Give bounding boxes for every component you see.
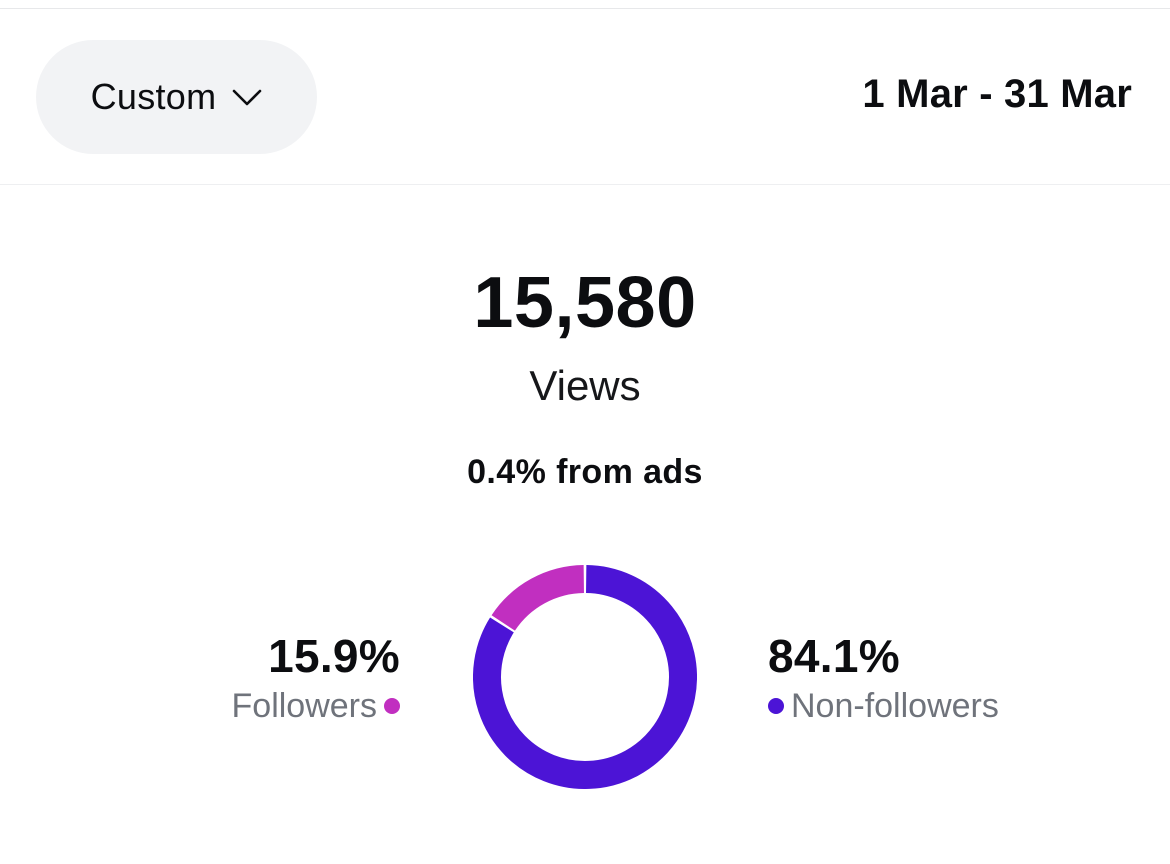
non-followers-color-dot [768,698,784,714]
date-range-dropdown-label: Custom [90,76,217,117]
date-range-dropdown[interactable]: Custom [36,40,317,154]
donut-slice-non-followers [473,565,697,789]
views-label: Views [529,362,641,409]
top-divider [0,8,1170,9]
chevron-down-icon [233,89,262,106]
non-followers-legend: 84.1% Non-followers [768,628,999,726]
ads-share-text: 0.4% from ads [467,453,703,491]
non-followers-label: Non-followers [791,687,999,725]
date-range-text: 1 Mar - 31 Mar [862,72,1132,116]
followers-percent: 15.9% [268,630,400,682]
total-views-value: 15,580 [473,263,697,343]
header-divider [0,184,1170,185]
non-followers-percent: 84.1% [768,630,900,682]
followers-label: Followers [231,687,377,725]
donut-slice-followers [491,565,585,632]
followers-color-dot [384,698,400,714]
followers-legend: 15.9% Followers [232,628,400,726]
audience-donut-chart [473,565,697,789]
